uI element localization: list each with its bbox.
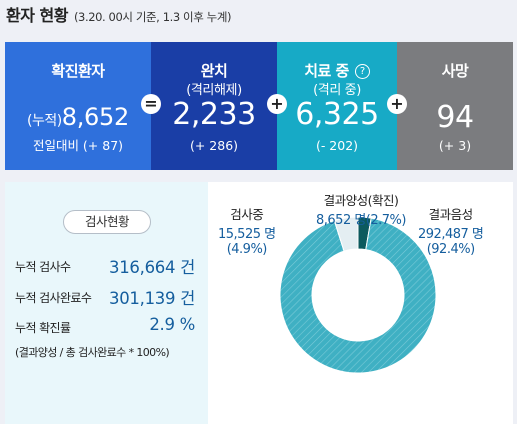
stat-treatment-label-line: 치료 중?	[277, 60, 397, 81]
donut-label-positive: 결과양성(확진) 8,652 명(2.7%)	[316, 190, 406, 228]
test-row-label: 누적 검사수	[15, 260, 71, 274]
test-row-value: 301,139 건	[109, 289, 195, 308]
stat-deaths-change: (+ 3)	[438, 138, 472, 153]
page-title: 환자 현황	[6, 6, 68, 25]
donut-label-negative-title: 결과음성	[428, 207, 474, 222]
stat-confirmed-change: 전일대비 (+ 87)	[32, 138, 124, 153]
donut-segment-negative	[279, 217, 437, 374]
plus-operator-icon: +	[387, 94, 407, 114]
stat-deaths-value: 94	[436, 100, 474, 135]
page-subtitle: (3.20. 00시 기준, 1.3 이후 누계)	[73, 10, 232, 24]
donut-label-positive-value: 8,652 명(2.7%)	[316, 213, 406, 228]
test-status-title: 검사현황	[63, 210, 151, 234]
donut-label-negative: 결과음성 292,487 명 (92.4%)	[418, 204, 484, 257]
equals-operator-icon: =	[141, 94, 161, 114]
donut-segment-pending	[333, 216, 359, 252]
stat-released-change: (+ 286)	[189, 138, 239, 153]
stat-confirmed-value: 8,652	[61, 103, 130, 131]
stat-released-sublabel: (격리해제)	[186, 83, 242, 98]
stat-confirmed: 확진환자 (누적)8,652 전일대비 (+ 87)	[5, 42, 151, 170]
stat-confirmed-value-line: (누적)8,652	[5, 102, 151, 135]
donut-label-pending-title: 검사중	[230, 207, 264, 222]
page-header: 환자 현황 (3.20. 00시 기준, 1.3 이후 누계)	[6, 2, 232, 34]
stat-confirmed-prefix: (누적)	[27, 113, 62, 129]
test-status-panel: 검사현황 누적 검사수 316,664 건 누적 검사완료수 301,139 건…	[5, 182, 208, 424]
donut-label-positive-title: 결과양성(확진)	[323, 193, 399, 208]
test-result-donut-chart	[279, 216, 437, 374]
stat-treatment-label: 치료 중	[304, 62, 349, 80]
test-row-value: 316,664 건	[109, 258, 195, 277]
stat-treatment-value: 6,325	[295, 97, 379, 132]
test-row-value: 2.9 %	[149, 315, 195, 334]
test-row: 누적 검사완료수 301,139 건	[15, 285, 205, 308]
test-row-label: 누적 확진률	[15, 321, 71, 335]
stat-released: 완치 (격리해제) 2,233 (+ 286)	[151, 42, 277, 170]
test-row: 누적 확진률 2.9 %	[15, 315, 205, 337]
stats-bar: 확진환자 (누적)8,652 전일대비 (+ 87) 완치 (격리해제) 2,2…	[5, 42, 513, 170]
donut-label-pending-pct: (4.9%)	[226, 242, 268, 257]
plus-operator-icon: +	[267, 94, 287, 114]
stat-treatment: 치료 중? (격리 중) 6,325 (- 202)	[277, 42, 397, 170]
donut-label-negative-count: 292,487 명	[418, 227, 484, 242]
stat-released-label: 완치	[200, 62, 228, 80]
stat-treatment-sublabel: (격리 중)	[313, 83, 361, 98]
stat-deaths: 사망 94 (+ 3)	[397, 42, 513, 170]
test-row: 누적 검사수 316,664 건	[15, 254, 205, 277]
donut-label-pending: 검사중 15,525 명 (4.9%)	[218, 204, 276, 257]
donut-label-negative-pct: (92.4%)	[426, 242, 475, 257]
donut-label-pending-count: 15,525 명	[218, 227, 276, 242]
stat-deaths-label: 사망	[441, 62, 469, 80]
stat-treatment-change: (- 202)	[315, 138, 359, 153]
test-result-donut-panel: 결과양성(확진) 8,652 명(2.7%) 검사중 15,525 명 (4.9…	[208, 182, 513, 424]
stat-released-value: 2,233	[172, 97, 256, 132]
test-rate-note: (결과양성 / 총 검사완료수 * 100%)	[15, 346, 170, 359]
question-circle-icon[interactable]: ?	[354, 64, 370, 79]
test-row-label: 누적 검사완료수	[15, 291, 92, 305]
stat-confirmed-label: 확진환자	[51, 62, 105, 80]
